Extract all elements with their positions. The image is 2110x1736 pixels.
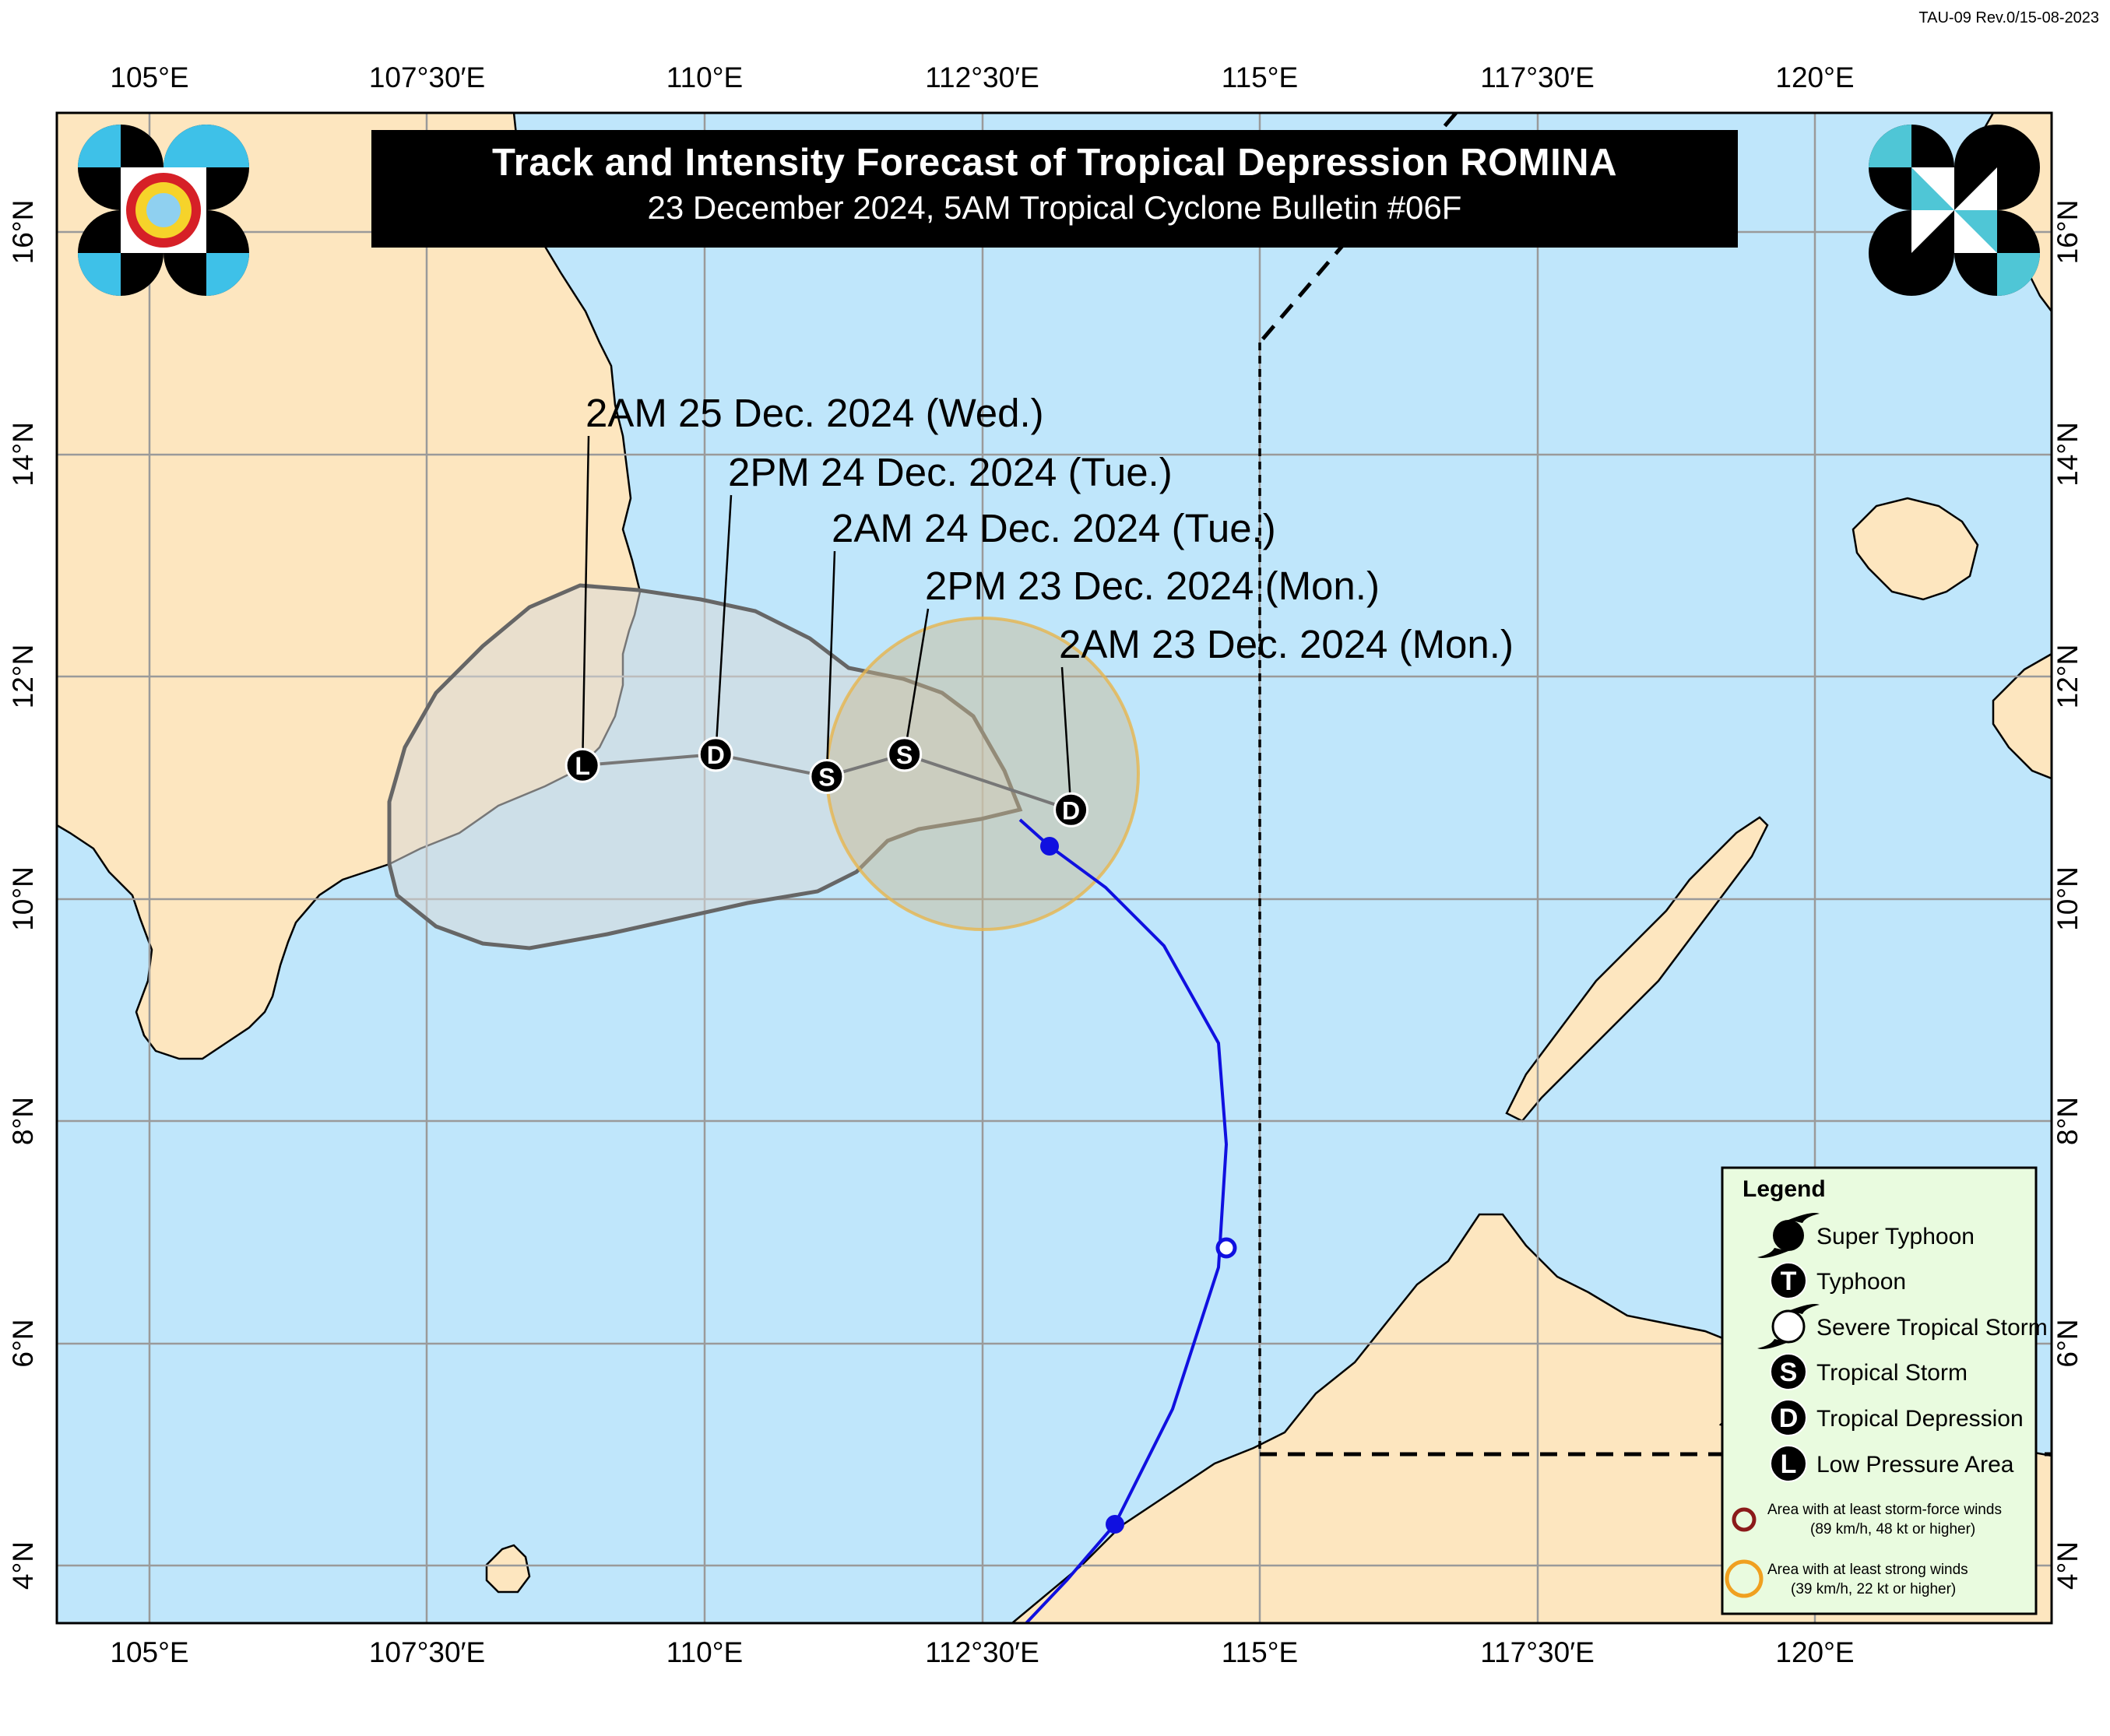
latitude-label: 8°N xyxy=(2052,1097,2084,1145)
longitude-label: 107°30′E xyxy=(369,61,485,93)
latitude-label: 10°N xyxy=(2052,866,2084,931)
land-natuna xyxy=(485,1544,531,1594)
typhoon-icon: T xyxy=(1770,1262,1807,1299)
forecast-time-label: 2PM 23 Dec. 2024 (Mon.) xyxy=(925,564,1380,608)
tropical-storm-icon: S xyxy=(1770,1353,1807,1390)
forecast-position-d: D xyxy=(698,736,733,772)
forecast-symbol-letter: D xyxy=(707,741,725,769)
legend: Legend Super Typhoon T Typhoon Severe Tropi… xyxy=(1721,1166,2048,1615)
longitude-label: 115°E xyxy=(1222,1636,1298,1668)
forecast-leader-line xyxy=(1060,666,1072,810)
revision-code: TAU-09 Rev.0/15-08-2023 xyxy=(1918,9,2099,26)
latitude-label: 14°N xyxy=(2052,422,2084,487)
legend-title: Legend xyxy=(1743,1176,1826,1202)
longitude-label: 115°E xyxy=(1222,61,1298,93)
longitude-label: 110°E xyxy=(666,1636,743,1668)
strong-winds-area-icon xyxy=(1725,1559,1764,1598)
latitude-label: 4°N xyxy=(2052,1541,2084,1590)
longitude-label: 105°E xyxy=(110,1636,188,1668)
latitude-label: 14°N xyxy=(7,422,39,487)
longitude-label: 105°E xyxy=(110,61,188,93)
forecast-track: D 2AM 23 Dec. 2024 (Mon.) S 2PM 23 Dec. 202… xyxy=(564,391,1514,828)
map-frame xyxy=(55,111,2053,1625)
land-palawan xyxy=(1505,816,1769,1123)
latitude-label: 4°N xyxy=(7,1541,39,1590)
dost-logo xyxy=(1869,125,2040,296)
latitude-label: 12°N xyxy=(2052,645,2084,709)
forecast-position-s: S xyxy=(809,758,845,794)
longitude-label: 120°E xyxy=(1775,1636,1854,1668)
legend-item-label: Tropical Storm xyxy=(1816,1360,1968,1386)
longitude-label: 117°30′E xyxy=(1480,61,1595,93)
storm-force-line2: (89 km/h, 48 kt or higher) xyxy=(1810,1521,1975,1537)
forecast-leader-line xyxy=(581,435,590,766)
legend-item-label: Typhoon xyxy=(1816,1269,1906,1295)
forecast-position-d: D xyxy=(1053,792,1089,828)
latitude-labels-right: 16°N 14°N 12°N 10°N 8°N 6°N 4°N xyxy=(2052,200,2084,1590)
latitude-label: 8°N xyxy=(7,1097,39,1145)
latitude-label: 6°N xyxy=(2052,1319,2084,1367)
legend-symbol-letter: L xyxy=(1781,1450,1797,1479)
graticule xyxy=(57,113,2052,1623)
tropical-depression-icon: D xyxy=(1770,1399,1807,1436)
longitude-label: 120°E xyxy=(1775,61,1854,93)
latitude-label: 12°N xyxy=(7,645,39,709)
legend-item-label: Super Typhoon xyxy=(1816,1224,1975,1249)
forecast-leader-line xyxy=(825,550,836,777)
longitude-label: 107°30′E xyxy=(369,1636,485,1668)
past-position-marker xyxy=(1106,1515,1124,1534)
legend-symbol-letter: D xyxy=(1779,1404,1799,1433)
latitude-label: 10°N xyxy=(7,866,39,931)
latitude-labels-left: 16°N 14°N 12°N 10°N 8°N 6°N 4°N xyxy=(7,200,39,1590)
title-banner: Track and Intensity Forecast of Tropical… xyxy=(371,130,1738,248)
severe-tropical-storm-icon xyxy=(1757,1304,1820,1349)
past-position-marker-hollow xyxy=(1215,1237,1237,1259)
longitude-label: 117°30′E xyxy=(1480,1636,1595,1668)
forecast-leader-line xyxy=(715,494,733,754)
super-typhoon-icon xyxy=(1757,1213,1820,1258)
forecast-symbol-letter: S xyxy=(896,741,913,769)
longitude-label: 112°30′E xyxy=(925,1636,1039,1668)
latitude-label: 16°N xyxy=(7,200,39,265)
longitude-label: 112°30′E xyxy=(925,61,1039,93)
forecast-time-label: 2AM 23 Dec. 2024 (Mon.) xyxy=(1059,622,1514,666)
past-track-line xyxy=(1018,818,1229,1623)
legend-item-label: Tropical Depression xyxy=(1816,1406,2024,1432)
map-subtitle: 23 December 2024, 5AM Tropical Cyclone B… xyxy=(647,189,1462,226)
latitude-label: 6°N xyxy=(7,1319,39,1367)
forecast-leader-line xyxy=(903,608,930,755)
map-title: Track and Intensity Forecast of Tropical… xyxy=(492,142,1617,184)
longitude-labels-top: 105°E 107°30′E 110°E 112°30′E 115°E 117°30′E 1… xyxy=(110,61,1854,93)
legend-symbol-letter: T xyxy=(1781,1267,1797,1296)
strong-winds-line1: Area with at least strong winds xyxy=(1767,1562,1968,1578)
past-position-marker xyxy=(1040,837,1059,856)
pagasa-logo xyxy=(78,125,249,296)
forecast-symbol-letter: S xyxy=(818,763,835,791)
legend-item-label: Severe Tropical Storm xyxy=(1816,1315,2048,1341)
forecast-position-l: L xyxy=(564,747,600,783)
low-pressure-area-icon: L xyxy=(1770,1445,1807,1482)
forecast-time-label: 2PM 24 Dec. 2024 (Tue.) xyxy=(728,450,1173,494)
storm-force-area-icon xyxy=(1732,1507,1757,1532)
forecast-time-label: 2AM 24 Dec. 2024 (Tue.) xyxy=(832,506,1276,550)
legend-item-label: Low Pressure Area xyxy=(1816,1452,2014,1478)
strong-winds-line2: (39 km/h, 22 kt or higher) xyxy=(1791,1581,1956,1597)
forecast-symbol-letter: D xyxy=(1062,796,1080,824)
forecast-symbol-letter: L xyxy=(575,752,590,780)
forecast-position-s: S xyxy=(887,736,923,772)
land-visayas xyxy=(1992,652,2052,780)
legend-symbol-letter: S xyxy=(1780,1358,1798,1387)
land-mindoro xyxy=(1852,497,1979,601)
storm-force-line1: Area with at least storm-force winds xyxy=(1767,1502,2002,1518)
longitude-label: 110°E xyxy=(666,61,743,93)
forecast-time-label: 2AM 25 Dec. 2024 (Wed.) xyxy=(586,391,1044,435)
longitude-labels-bottom: 105°E 107°30′E 110°E 112°30′E 115°E 117°30′E 1… xyxy=(110,1636,1854,1668)
latitude-label: 16°N xyxy=(2052,200,2084,265)
